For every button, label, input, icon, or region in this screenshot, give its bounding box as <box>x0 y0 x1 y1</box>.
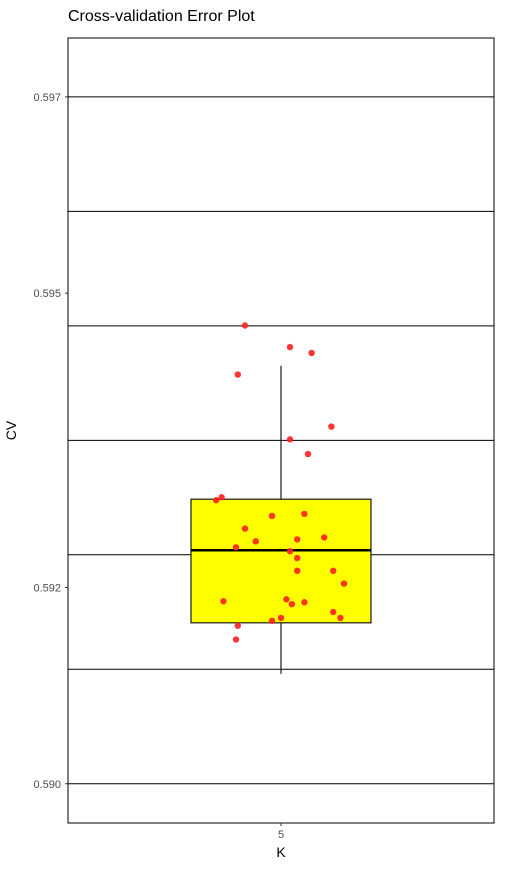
data-point <box>301 599 308 606</box>
data-point <box>234 622 241 629</box>
data-point <box>294 536 301 543</box>
data-point <box>337 614 344 622</box>
data-point <box>286 436 294 443</box>
data-point <box>294 567 301 575</box>
data-point <box>340 580 348 587</box>
data-point <box>330 608 337 616</box>
data-point <box>241 525 249 532</box>
y-tick-label: 0.595 <box>33 288 61 300</box>
data-point <box>308 349 315 357</box>
y-tick-label: 0.597 <box>33 92 61 104</box>
data-point <box>321 534 328 541</box>
data-point <box>330 567 337 575</box>
data-point <box>277 614 285 622</box>
data-point <box>304 450 312 458</box>
data-point <box>218 494 225 501</box>
data-point <box>294 554 301 562</box>
data-point <box>234 371 241 378</box>
x-tick-label: 5 <box>278 829 284 841</box>
data-point <box>213 496 220 504</box>
y-tick-label: 0.592 <box>33 583 61 595</box>
data-point <box>232 544 240 551</box>
box-series <box>190 365 372 674</box>
y-tick-label: 0.590 <box>33 779 61 791</box>
y-axis-title: CV <box>3 420 19 440</box>
chart-title: Cross-validation Error Plot <box>68 8 255 25</box>
data-point <box>286 547 294 555</box>
data-point <box>301 510 308 518</box>
data-point <box>283 596 290 603</box>
x-axis: 5 <box>278 823 284 841</box>
data-point <box>288 600 295 608</box>
data-point <box>232 636 240 643</box>
jitter-points <box>213 322 348 643</box>
x-axis-title: K <box>276 844 286 860</box>
data-point <box>241 322 249 329</box>
data-point <box>268 617 276 625</box>
iqr-box <box>190 498 372 624</box>
data-point <box>328 423 335 430</box>
data-point <box>268 512 276 520</box>
data-point <box>252 538 259 545</box>
y-axis: 0.590 0.592 0.595 0.597 <box>33 92 68 791</box>
data-point <box>286 343 294 351</box>
data-point <box>220 598 227 605</box>
